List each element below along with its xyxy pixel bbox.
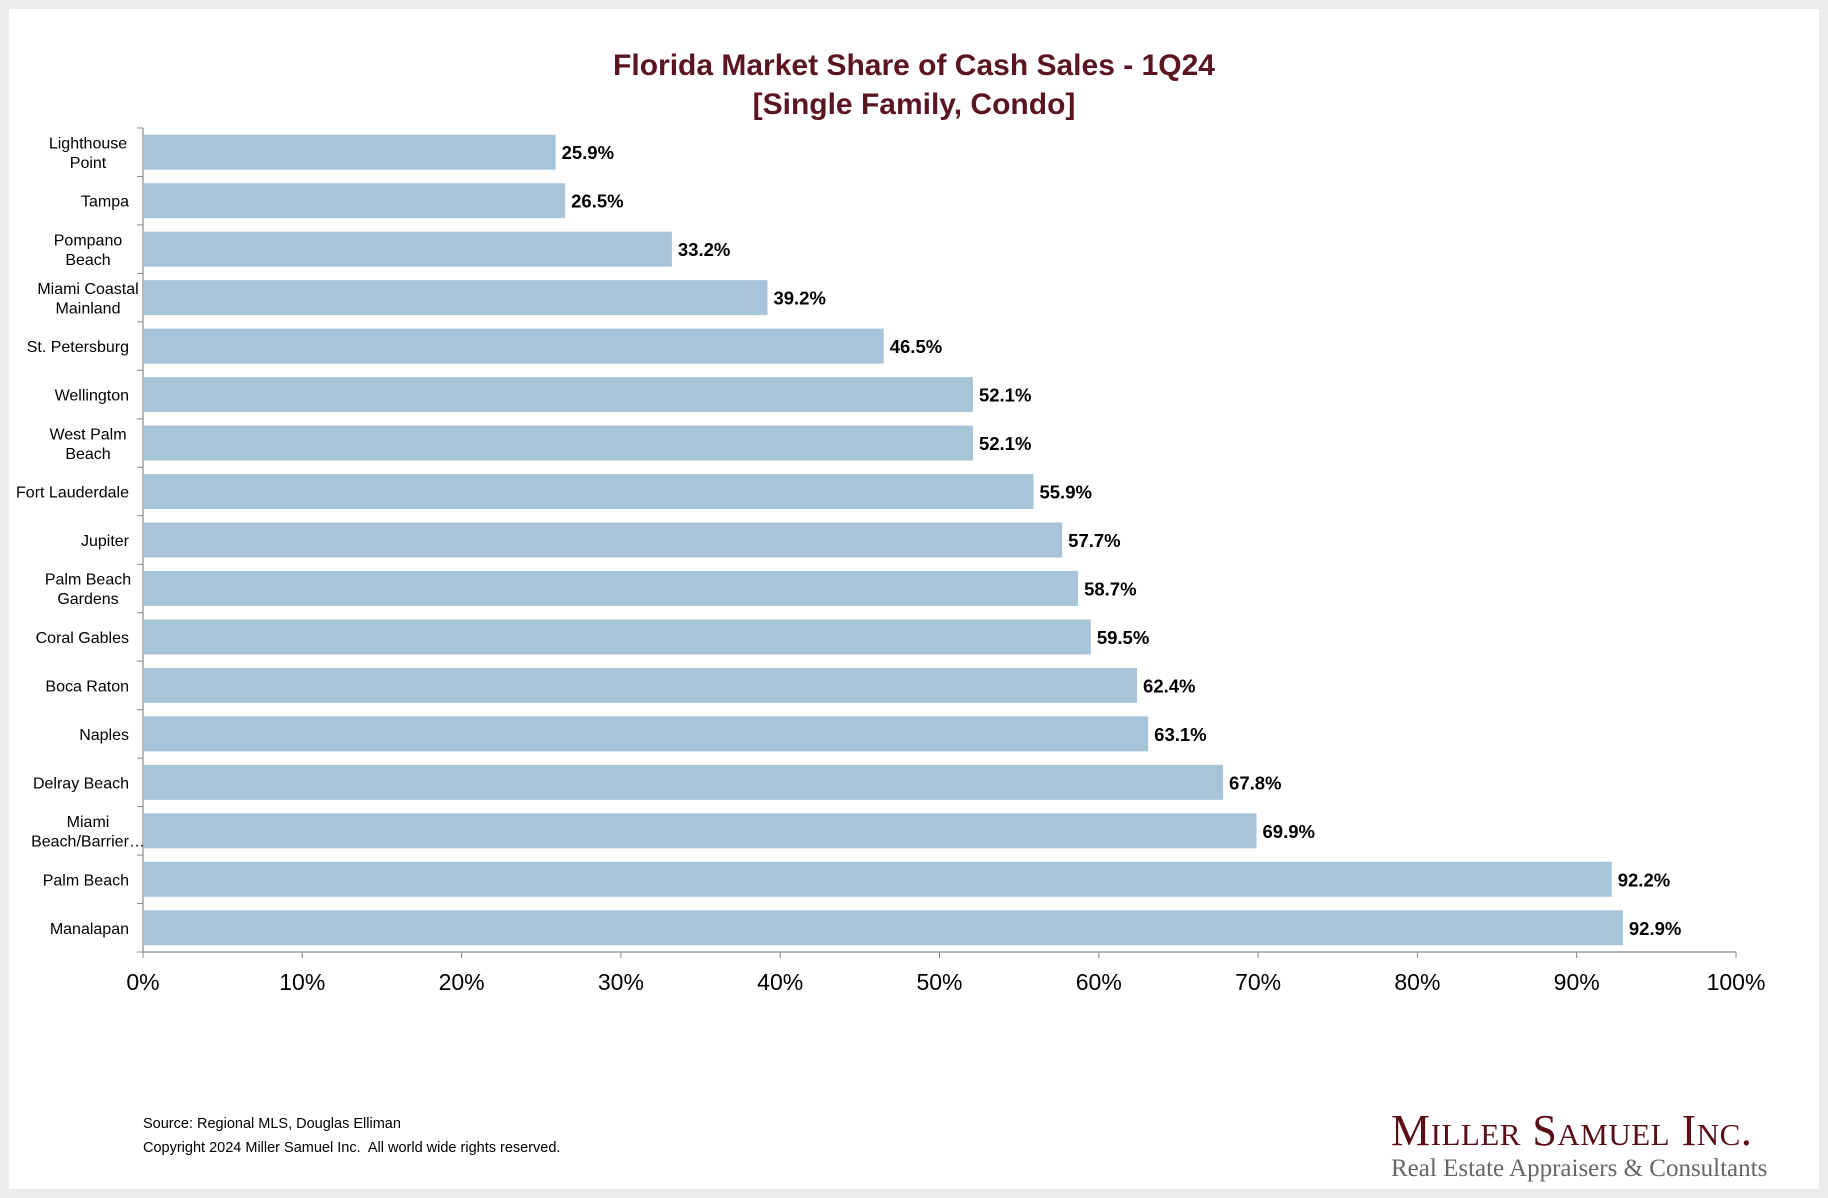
bar — [144, 619, 1091, 655]
category-label: Wellington — [55, 388, 129, 405]
data-label: 55.9% — [1039, 482, 1091, 503]
category-label: Miami Beach/Barrier… — [31, 814, 145, 851]
category-label: Naples — [79, 727, 129, 744]
data-label: 26.5% — [571, 191, 623, 212]
bar — [144, 425, 973, 461]
x-tick-label: 30% — [598, 969, 644, 995]
category-label: Miami Coastal Mainland — [37, 281, 138, 318]
category-label: Coral Gables — [36, 630, 129, 647]
bar — [144, 861, 1612, 897]
category-label: West Palm Beach — [49, 426, 126, 463]
x-tick-label: 80% — [1394, 969, 1440, 995]
category-label: Lighthouse Point — [49, 135, 127, 172]
data-label: 67.8% — [1229, 772, 1281, 793]
data-label: 46.5% — [890, 336, 942, 357]
category-label: Palm Beach — [43, 872, 129, 889]
x-tick-label: 70% — [1235, 969, 1281, 995]
data-label: 62.4% — [1143, 675, 1195, 696]
category-label: St. Petersburg — [27, 339, 129, 356]
data-label: 39.2% — [773, 288, 825, 309]
data-label: 63.1% — [1154, 724, 1206, 745]
x-tick-label: 0% — [126, 969, 159, 995]
chart-subtitle: [Single Family, Condo] — [752, 88, 1076, 121]
data-label: 59.5% — [1097, 627, 1149, 648]
data-label: 57.7% — [1068, 530, 1120, 551]
bar — [144, 280, 768, 316]
category-label: Pompano Beach — [54, 232, 123, 269]
data-label: 52.1% — [979, 433, 1031, 454]
bar — [144, 134, 556, 170]
x-tick-label: 10% — [279, 969, 325, 995]
category-label: Delray Beach — [33, 775, 129, 792]
category-label: Palm Beach Gardens — [45, 572, 131, 609]
category-label: Tampa — [81, 194, 129, 211]
x-tick-label: 60% — [1076, 969, 1122, 995]
x-tick-label: 40% — [757, 969, 803, 995]
data-label: 52.1% — [979, 385, 1031, 406]
bar — [144, 377, 973, 413]
company-logo: Miller Samuel Inc. Real Estate Appraiser… — [1391, 1108, 1767, 1184]
x-tick-label: 90% — [1554, 969, 1600, 995]
data-label: 33.2% — [678, 239, 730, 260]
logo-tagline: Real Estate Appraisers & Consultants — [1391, 1155, 1768, 1182]
source-note: Source: Regional MLS, Douglas Elliman — [143, 1116, 401, 1132]
category-label: Boca Raton — [45, 678, 129, 695]
data-label: 25.9% — [562, 142, 614, 163]
bar — [144, 570, 1079, 606]
bar — [144, 231, 672, 267]
bar — [144, 183, 566, 219]
bar — [144, 716, 1149, 752]
x-tick-label: 50% — [916, 969, 962, 995]
chart-title: Florida Market Share of Cash Sales - 1Q2… — [613, 49, 1215, 82]
copyright-note: Copyright 2024 Miller Samuel Inc. All wo… — [143, 1140, 561, 1156]
data-label: 92.9% — [1629, 918, 1681, 939]
category-label: Jupiter — [81, 533, 130, 550]
category-label: Fort Lauderdale — [16, 485, 129, 502]
data-label: 58.7% — [1084, 578, 1136, 599]
logo-name: Miller Samuel Inc. — [1391, 1106, 1753, 1155]
bar — [144, 522, 1063, 558]
data-label: 92.2% — [1618, 869, 1670, 890]
x-tick-label: 20% — [439, 969, 485, 995]
bar — [144, 764, 1224, 800]
x-tick-label: 100% — [1707, 969, 1766, 995]
bar — [144, 328, 884, 364]
bar — [144, 474, 1034, 510]
data-label: 69.9% — [1263, 821, 1315, 842]
chart-title-block: Florida Market Share of Cash Sales - 1Q2… — [0, 46, 1828, 124]
category-label: Manalapan — [50, 921, 129, 938]
bar — [144, 813, 1257, 849]
bar — [144, 667, 1138, 703]
bar — [144, 910, 1623, 946]
